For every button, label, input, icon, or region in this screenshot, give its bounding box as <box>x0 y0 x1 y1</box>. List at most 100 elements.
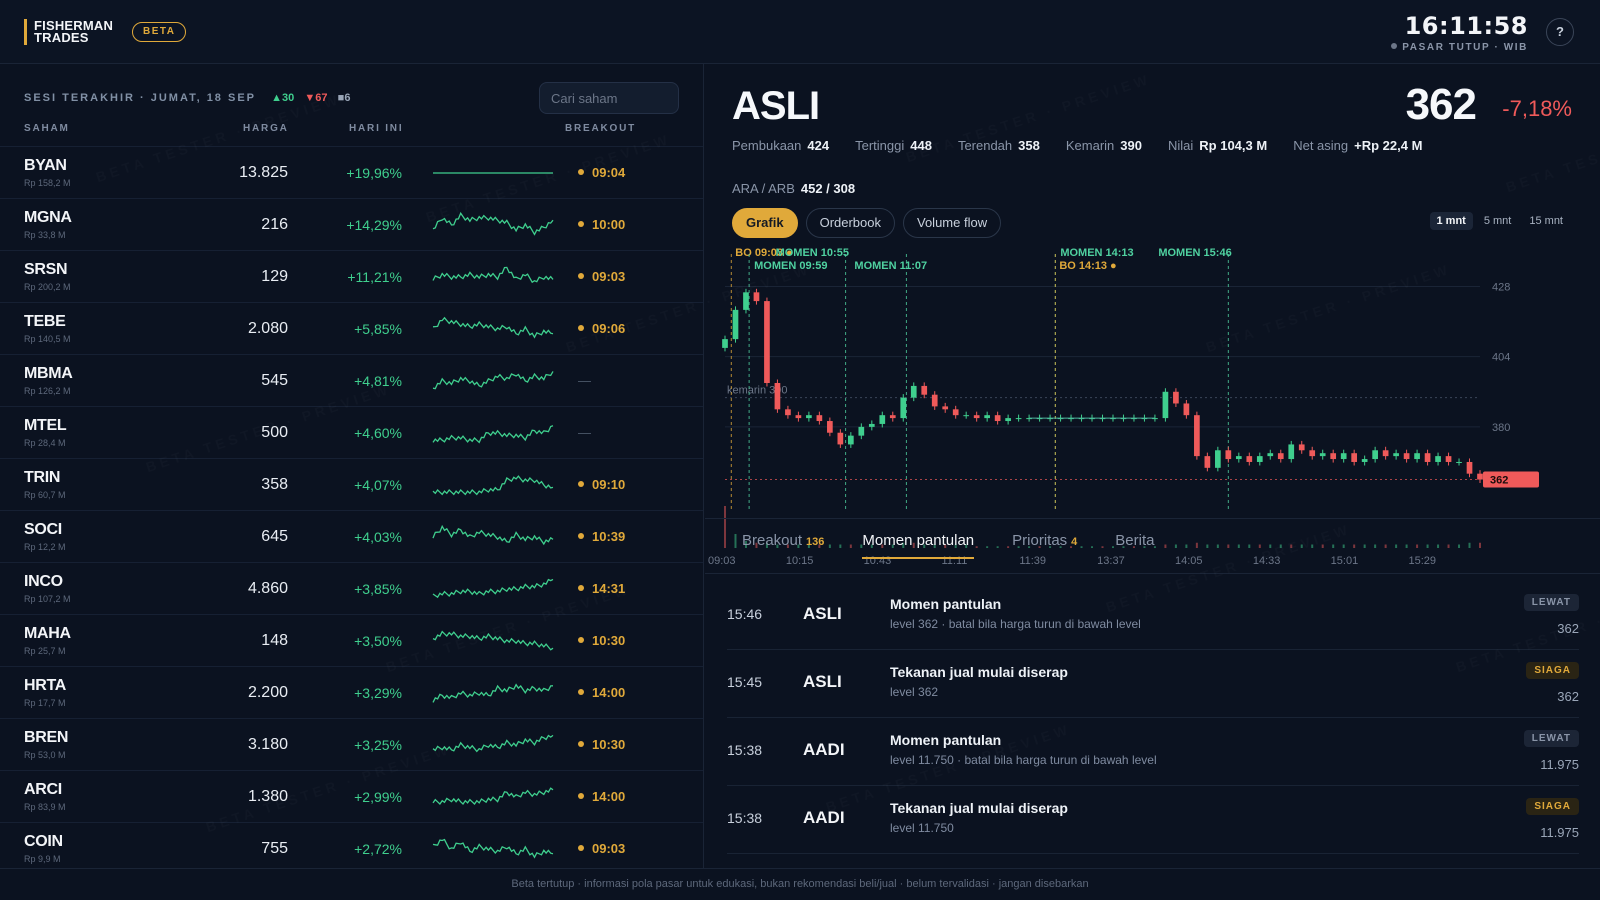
app-logo[interactable]: FISHERMAN TRADES <box>24 18 126 46</box>
volume-bar <box>986 546 989 548</box>
events-tab-count: 136 <box>806 536 825 548</box>
chart-tab-grafik[interactable]: Grafik <box>732 208 798 238</box>
event-symbol: AADI <box>803 808 845 827</box>
stock-row[interactable]: ARCI Rp 83,9 M 1.380 +2,99% 14:00 <box>0 770 703 822</box>
price-chart[interactable]: 428 404 380 kemarin 390 362 BO 09:03 ●MOMEN 0… <box>705 244 1600 584</box>
sparkline-path <box>432 475 554 496</box>
volume-bar <box>1195 542 1198 548</box>
candle-body <box>942 406 949 410</box>
stock-change: +4,60% <box>354 425 402 441</box>
column-header-stock[interactable]: SAHAM <box>24 123 70 134</box>
stock-ticker: COIN <box>24 833 63 850</box>
events-tab-breakout[interactable]: Breakout 136 <box>742 532 824 559</box>
stat-value: 424 <box>807 138 830 153</box>
stat-label: Terendah <box>957 138 1013 153</box>
events-tab-momen-pantulan[interactable]: Momen pantulan <box>862 532 974 559</box>
candle-body <box>806 415 812 419</box>
stat-value: 390 <box>1120 138 1142 153</box>
column-header-price[interactable]: HARGA <box>243 123 289 134</box>
event-row[interactable]: 15:46 ASLI Momen pantulan level 362 · ba… <box>727 582 1579 650</box>
stat-label: Tertinggi <box>855 138 905 153</box>
event-row[interactable]: 15:38 AADI Tekanan jual mulai diserap le… <box>727 786 1579 854</box>
volume-bar <box>1311 544 1314 548</box>
section-divider <box>705 518 1600 519</box>
stock-value: Rp 126,2 M <box>24 386 71 396</box>
candle-body <box>847 435 854 445</box>
timeframe-15-mnt[interactable]: 15 mnt <box>1529 215 1563 227</box>
stock-row[interactable]: BREN Rp 53,0 M 3.180 +3,25% 10:30 <box>0 718 703 770</box>
breakout-time: — <box>578 373 591 388</box>
volume-bar <box>1332 544 1335 548</box>
event-marker-label: MOMEN 15:46 <box>1158 247 1231 259</box>
stock-row[interactable]: TRIN Rp 60,7 M 358 +4,07% 09:10 <box>0 458 703 510</box>
candle-body <box>1361 459 1368 462</box>
market-clock: 16:11:58 PASAR TUTUP · WIB <box>1391 12 1528 53</box>
events-tab-berita[interactable]: Berita <box>1115 532 1154 559</box>
volume-bar <box>891 544 894 548</box>
stock-sparkline <box>432 734 554 753</box>
timeframe-5-mnt[interactable]: 5 mnt <box>1483 215 1512 227</box>
stock-value: Rp 83,9 M <box>24 802 66 812</box>
sparkline-path <box>432 838 554 859</box>
chart-tab-orderbook[interactable]: Orderbook <box>805 208 895 238</box>
volume-bar <box>734 534 737 548</box>
stock-row[interactable]: MBMA Rp 126,2 M 545 +4,81% — <box>0 354 703 406</box>
volume-bar <box>1363 544 1366 548</box>
candle-body <box>1194 415 1200 457</box>
stock-row[interactable]: TEBE Rp 140,5 M 2.080 +5,85% 09:06 <box>0 302 703 354</box>
column-header-breakout[interactable]: BREAKOUT <box>565 123 637 134</box>
event-row[interactable]: 15:38 AADI Momen pantulan level 11.750 ·… <box>727 718 1579 786</box>
events-tab-label: Prioritas <box>1012 532 1068 549</box>
help-button[interactable]: ? <box>1546 18 1574 46</box>
stock-price: 216 <box>261 216 288 233</box>
stock-price: 2.200 <box>247 684 288 701</box>
column-header-today[interactable]: HARI INI <box>349 123 404 134</box>
stock-ticker: SRSN <box>24 261 68 278</box>
stock-value: Rp 28,4 M <box>24 438 66 448</box>
stock-price: 148 <box>261 632 288 649</box>
volume-bar <box>839 544 842 548</box>
event-status-badge: SIAGA <box>1526 662 1579 679</box>
stock-row[interactable]: HRTA Rp 17,7 M 2.200 +3,29% 14:00 <box>0 666 703 718</box>
stock-row[interactable]: MAHA Rp 25,7 M 148 +3,50% 10:30 <box>0 614 703 666</box>
volume-bar <box>724 506 726 548</box>
stock-value: Rp 140,5 M <box>24 334 71 344</box>
volume-bar <box>1395 544 1398 548</box>
volume-bar <box>1468 542 1471 548</box>
stock-row[interactable]: MGNA Rp 33,8 M 216 +14,29% 10:00 <box>0 198 703 250</box>
candle-body <box>858 426 865 436</box>
volume-bar <box>744 541 747 548</box>
search-input[interactable] <box>539 82 679 114</box>
detail-panel: ASLI 362 -7,18% Pembukaan 424 Tertinggi 448… <box>705 64 1600 868</box>
stock-row[interactable]: COIN Rp 9,9 M 755 +2,72% 09:03 <box>0 822 703 868</box>
stock-row[interactable]: INCO Rp 107,2 M 4.860 +3,85% 14:31 <box>0 562 703 614</box>
stock-row[interactable]: MTEL Rp 28,4 M 500 +4,60% — <box>0 406 703 458</box>
volume-bar <box>860 544 863 548</box>
stock-value: Rp 158,2 M <box>24 178 71 188</box>
stock-list: BYAN Rp 158,2 M 13.825 +19,96% 09:04 MGNA… <box>0 146 703 868</box>
candle-body <box>1225 450 1232 460</box>
breakout-time-text: 09:06 <box>592 321 626 336</box>
stock-sparkline <box>433 172 553 174</box>
volume-bar <box>1216 544 1219 548</box>
reference-label: kemarin 390 <box>727 385 788 397</box>
ara-arb: ARA / ARB 452 / 308 <box>732 181 855 196</box>
chart-tab-volume-flow[interactable]: Volume flow <box>903 208 1002 238</box>
volume-bar <box>1458 544 1461 548</box>
stat-label: Nilai <box>1167 138 1194 153</box>
event-marker-label: MOMEN 09:59 <box>754 260 827 272</box>
stock-row[interactable]: SRSN Rp 200,2 M 129 +11,21% 09:03 <box>0 250 703 302</box>
watchlist-panel: SESI TERAKHIR · JUMAT, 18 SEP ▲30 ▼67 ■6… <box>0 64 704 868</box>
candle-body <box>1393 453 1399 457</box>
events-tab-prioritas[interactable]: Prioritas 4 <box>1012 532 1077 559</box>
stock-row[interactable]: SOCI Rp 12,2 M 645 +4,03% 10:39 <box>0 510 703 562</box>
event-row[interactable]: 15:45 ASLI Tekanan jual mulai diserap le… <box>727 650 1579 718</box>
detail-symbol: ASLI <box>732 84 820 128</box>
breakout-dot-icon <box>578 637 584 643</box>
timeframe-1-mnt[interactable]: 1 mnt <box>1429 212 1473 230</box>
volume-bar <box>1248 544 1251 548</box>
volume-bar <box>1153 546 1156 548</box>
stock-row[interactable]: BYAN Rp 158,2 M 13.825 +19,96% 09:04 <box>0 146 703 198</box>
event-subtitle: level 362 · batal bila harga turun di ba… <box>890 617 1141 631</box>
volume-bar <box>1174 544 1177 548</box>
